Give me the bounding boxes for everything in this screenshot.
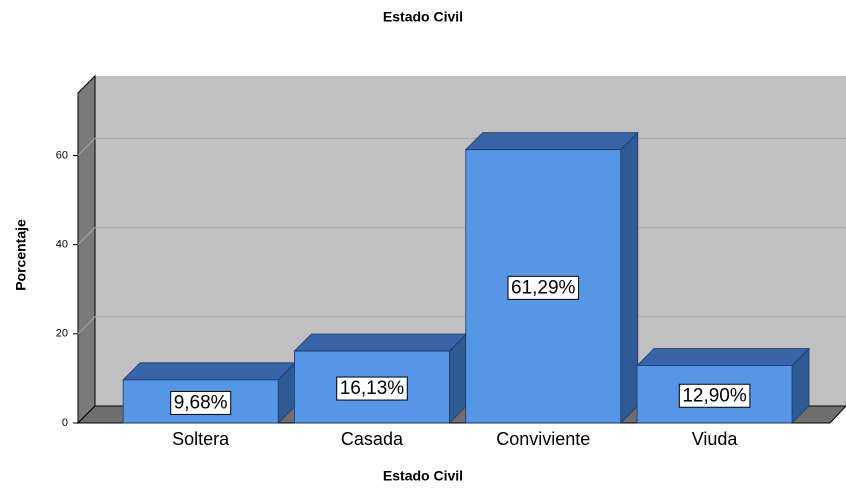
x-tick-label: Conviviente xyxy=(496,429,590,449)
y-tick-label: 20 xyxy=(56,328,68,340)
bar xyxy=(122,361,297,424)
x-axis-label: Estado Civil xyxy=(383,468,463,484)
y-tick-label: 60 xyxy=(56,149,68,161)
x-tick-label: Soltera xyxy=(172,429,230,449)
value-label-box xyxy=(678,383,751,408)
value-label-box xyxy=(507,275,580,300)
bar-top xyxy=(293,333,468,352)
y-tick-label: 0 xyxy=(62,417,68,429)
value-label: 12,90% xyxy=(682,385,747,406)
chart-title: Estado Civil xyxy=(383,9,463,25)
value-label: 16,13% xyxy=(340,378,405,399)
value-label: 9,68% xyxy=(174,392,228,413)
y-tick-label: 40 xyxy=(56,239,68,251)
bar-top xyxy=(122,362,297,381)
bar-top xyxy=(636,348,811,366)
value-label-box xyxy=(170,390,232,415)
y-axis-label: Porcentaje xyxy=(13,219,29,291)
left-wall xyxy=(77,74,96,425)
value-label-box xyxy=(336,376,408,401)
bar-top xyxy=(464,132,639,151)
x-tick-label: Casada xyxy=(341,429,404,449)
x-tick-label: Viuda xyxy=(692,429,739,449)
bar xyxy=(636,347,811,424)
value-label: 61,29% xyxy=(511,277,576,298)
bar-side xyxy=(620,131,639,424)
